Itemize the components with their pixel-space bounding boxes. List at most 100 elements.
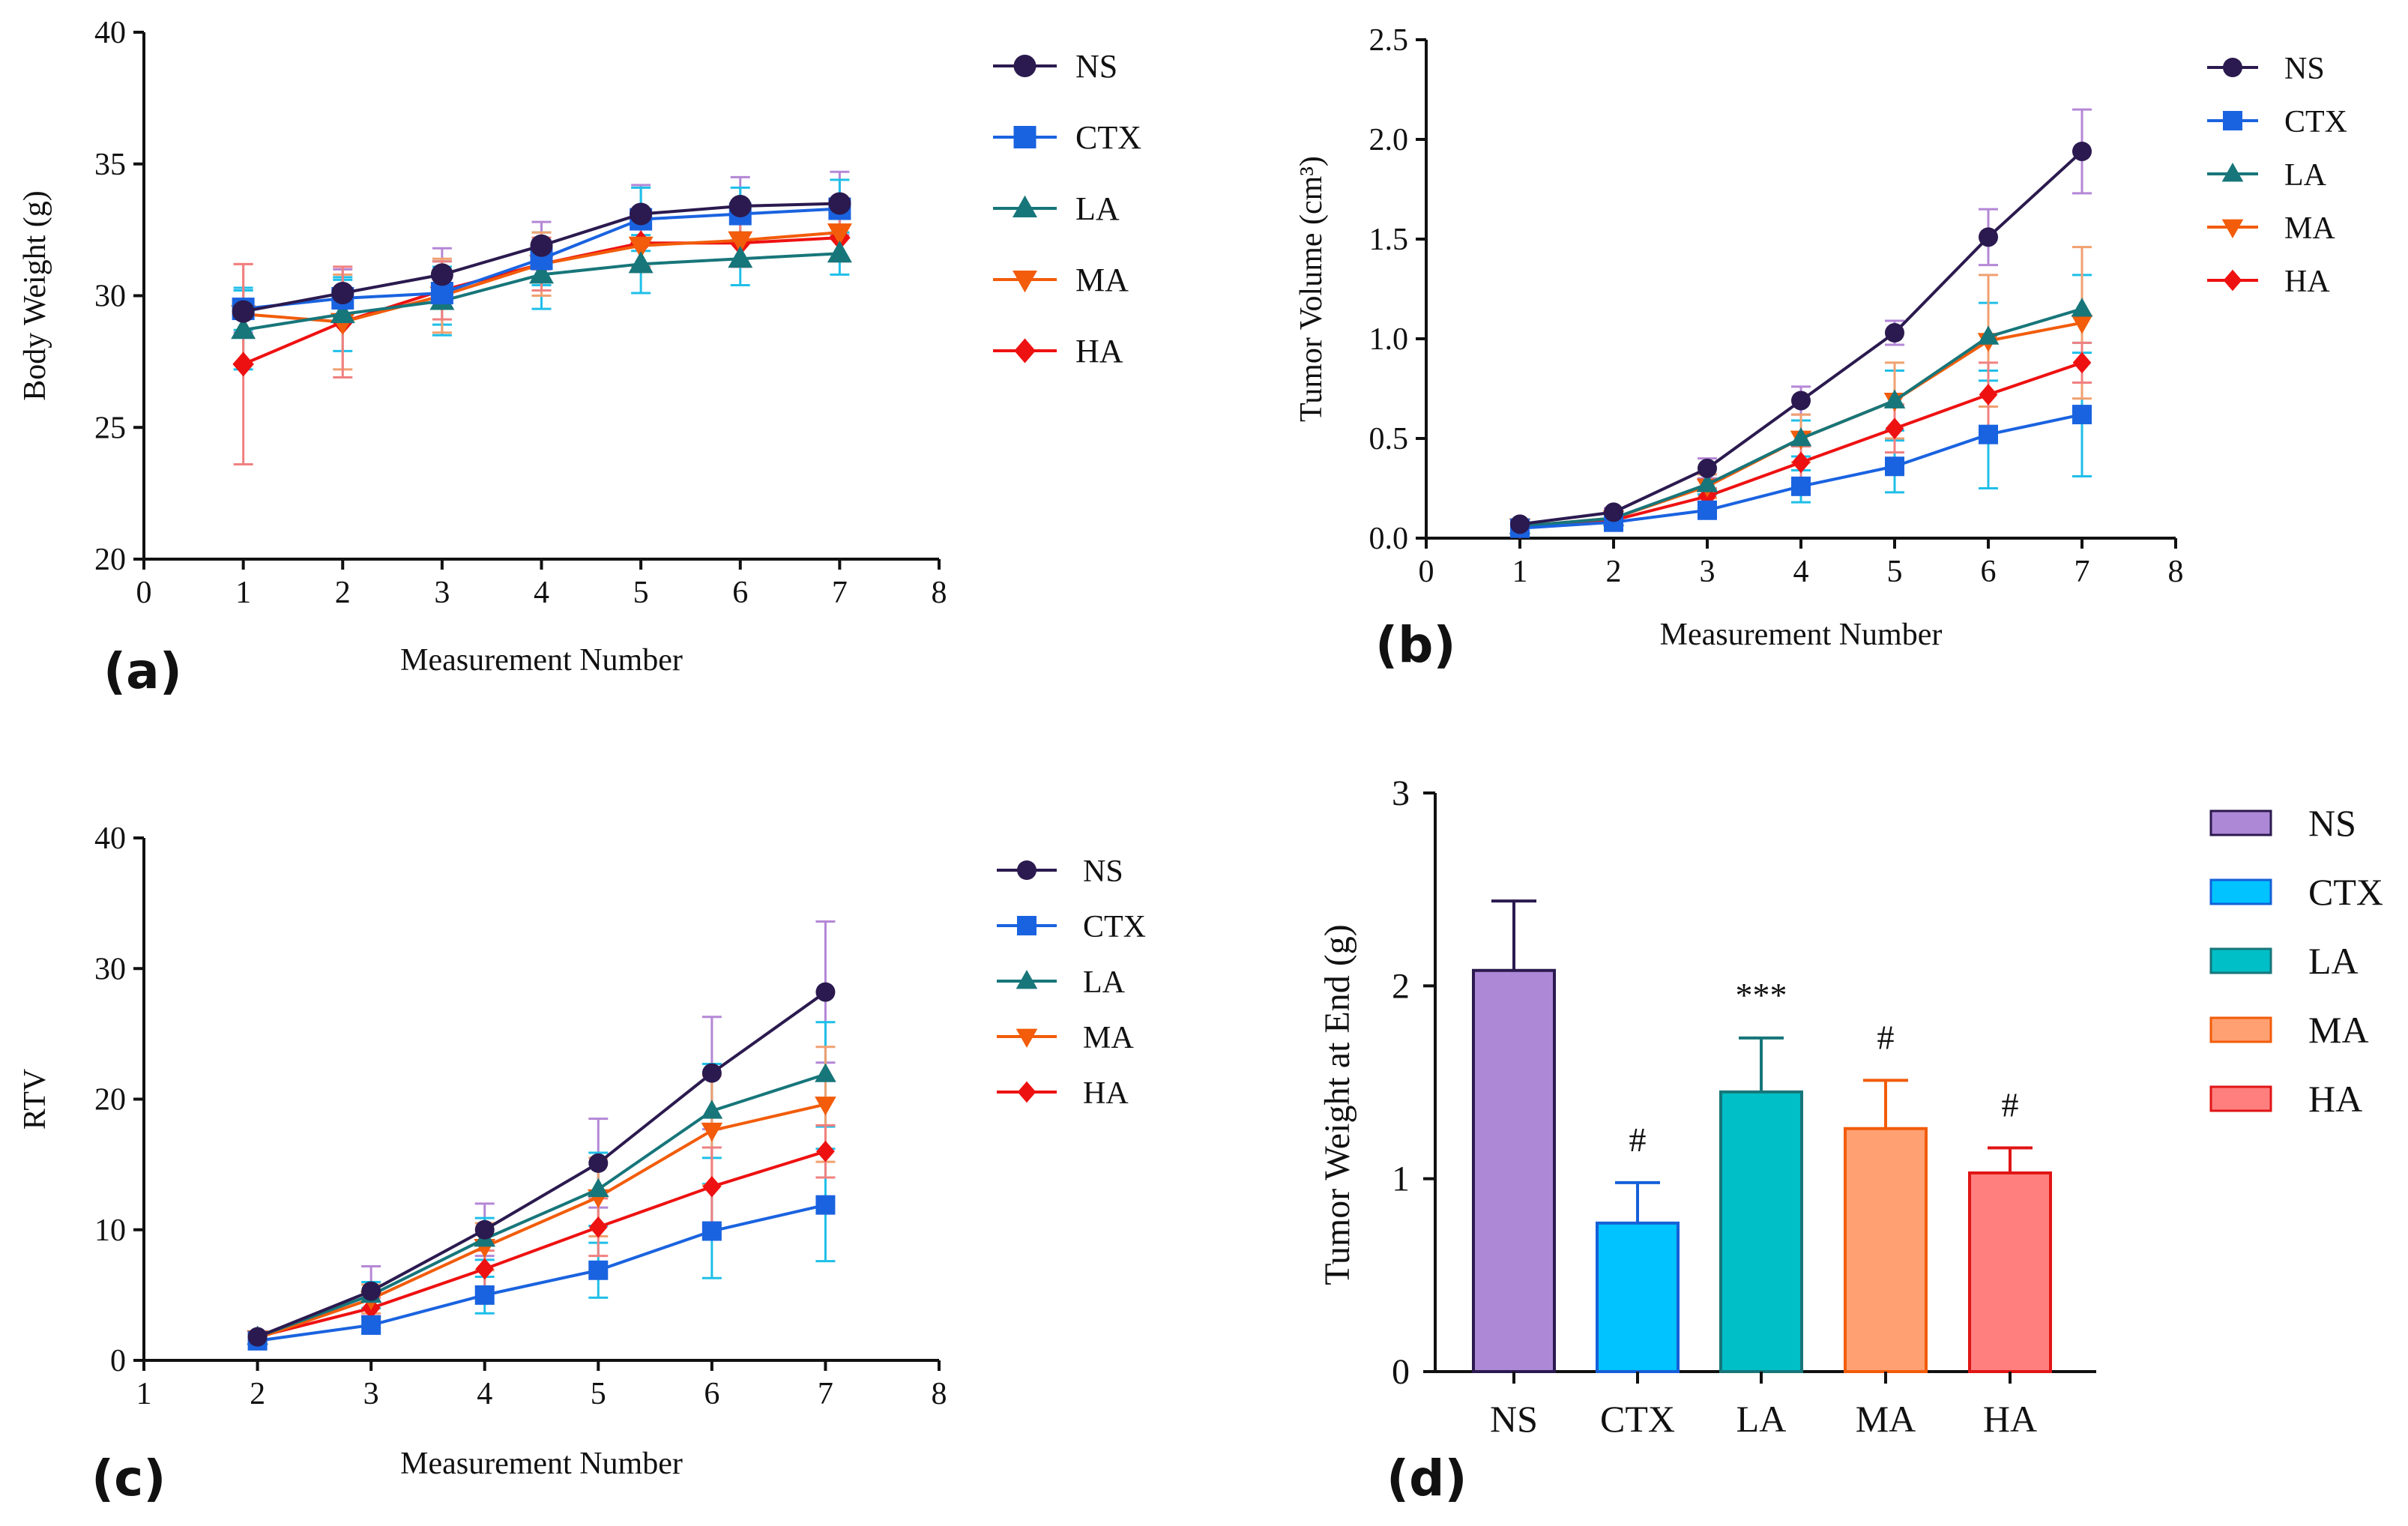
y-tick-label: 0 [1392, 1352, 1410, 1392]
data-point-la [1883, 389, 1906, 408]
legend-item-ctx: CTX [2207, 105, 2347, 139]
y-tick-label: 2.5 [1369, 23, 1409, 58]
data-point-ctx [474, 1285, 495, 1305]
data-point-ha [702, 1175, 722, 1198]
data-point-la [330, 301, 355, 324]
data-point-ns [1698, 458, 1717, 478]
data-point-la [815, 1063, 836, 1082]
legend-label: LA [1083, 965, 1126, 1000]
significance-label: # [2002, 1085, 2019, 1124]
legend-marker [2223, 111, 2242, 130]
data-point-ctx [1979, 424, 1998, 444]
significance-label: # [1877, 1018, 1895, 1056]
data-point-ns [728, 194, 752, 217]
x-tick-label: 5 [633, 576, 649, 610]
data-point-ha [1979, 384, 1998, 405]
legend-marker [2223, 269, 2242, 292]
legend-label: LA [2284, 158, 2327, 193]
data-point-ns [474, 1219, 495, 1240]
x-tick-label: 3 [434, 576, 450, 610]
significance-label: *** [1736, 976, 1787, 1014]
legend-swatch [2209, 809, 2272, 836]
legend-marker [1017, 860, 1036, 880]
category-label: CTX [1600, 1398, 1675, 1440]
y-tick-label: 25 [94, 411, 126, 445]
x-tick-label: 2 [1606, 555, 1622, 589]
data-point-la [2071, 298, 2093, 317]
x-tick-label: 4 [534, 576, 549, 610]
panel-b-tumor-volume-chart: 0 1 2 3 4 5 6 7 8 0.0 0.5 1.0 1.5 2.0 2.5 Measurement N… [1294, 23, 2347, 674]
legend-swatch [2209, 947, 2272, 974]
data-point-la [231, 316, 256, 340]
series-line [257, 1150, 827, 1339]
panel-label: (a) [103, 642, 182, 700]
data-point-ha [816, 1140, 835, 1162]
legend-item-ctx: CTX [2209, 871, 2383, 913]
y-tick-label: 40 [94, 16, 126, 50]
data-point-ma [2071, 315, 2093, 334]
legend-marker [1014, 338, 1036, 364]
legend-label: MA [1083, 1021, 1134, 1055]
legend-item-ns: NS [997, 854, 1123, 889]
series-la [231, 241, 852, 340]
legend-item-ctx: CTX [997, 910, 1146, 944]
x-tick-label: 1 [235, 576, 251, 610]
x-tick-label: 4 [477, 1377, 492, 1411]
data-point-ctx [588, 1260, 609, 1280]
error-bars-ma [247, 1046, 836, 1344]
legend-item-ma: MA [997, 1021, 1134, 1055]
significance-label: # [1629, 1121, 1647, 1159]
legend-marker [2221, 163, 2244, 182]
bar-group-ns: NS [1472, 899, 1556, 1440]
legend-marker [1013, 55, 1036, 77]
bar-group-la: LA *** [1719, 976, 1803, 1440]
y-tick-label: 0.0 [1369, 522, 1409, 556]
series-ns [232, 192, 851, 323]
x-tick-label: 7 [832, 576, 848, 610]
legend-item-ha: HA [2209, 1078, 2362, 1120]
legend-label: NS [1075, 48, 1117, 85]
legend-item-ma: MA [2209, 1009, 2369, 1051]
data-point-ma [628, 236, 654, 259]
series-la [247, 1063, 836, 1345]
legend-label: LA [2308, 940, 2359, 982]
y-tick-label: 10 [94, 1213, 126, 1248]
y-tick-label: 0 [110, 1344, 126, 1378]
legend-label: NS [1083, 854, 1123, 889]
data-point-ns [588, 1153, 609, 1173]
legend-marker [1013, 126, 1036, 148]
data-point-ns [701, 1063, 722, 1083]
legend-item-ctx: CTX [993, 119, 1141, 156]
legend-item-la: LA [993, 190, 1120, 227]
data-point-ns [232, 300, 255, 323]
x-tick-label: 7 [818, 1377, 833, 1411]
legend-label: CTX [2284, 105, 2347, 139]
legend-marker [2221, 219, 2244, 238]
x-tick-label: 0 [136, 576, 152, 610]
series-line [257, 1203, 826, 1342]
y-tick-label: 20 [94, 543, 126, 577]
legend-label: CTX [2308, 871, 2383, 913]
x-axis-title: Measurement Number [400, 1447, 683, 1481]
data-point-la [529, 262, 554, 284]
y-tick-label: 35 [94, 148, 126, 182]
legend-marker [1013, 195, 1037, 217]
bar-ns [1472, 968, 1556, 1374]
y-tick-label: 0.5 [1369, 422, 1409, 456]
data-point-ma [701, 1122, 723, 1142]
legend-marker [2223, 58, 2242, 77]
legend-item-ma: MA [993, 262, 1129, 298]
x-tick-label: 4 [1793, 555, 1809, 589]
series-ha [248, 1140, 835, 1348]
data-point-la [728, 246, 753, 268]
x-axis-title: Measurement Number [400, 643, 683, 678]
y-tick-label: 2 [1392, 966, 1410, 1006]
y-tick-label: 1.5 [1369, 223, 1409, 257]
y-axis-title: RTV [18, 1069, 52, 1130]
x-tick-label: 0 [1419, 555, 1434, 589]
legend-marker [1013, 271, 1037, 293]
panel-a-body-weight-chart: 0 1 2 3 4 5 6 7 8 20 25 30 35 40 Measurement Number Bod… [18, 16, 1141, 700]
legend-item-la: LA [997, 965, 1126, 1000]
legend-label: HA [2284, 265, 2330, 299]
